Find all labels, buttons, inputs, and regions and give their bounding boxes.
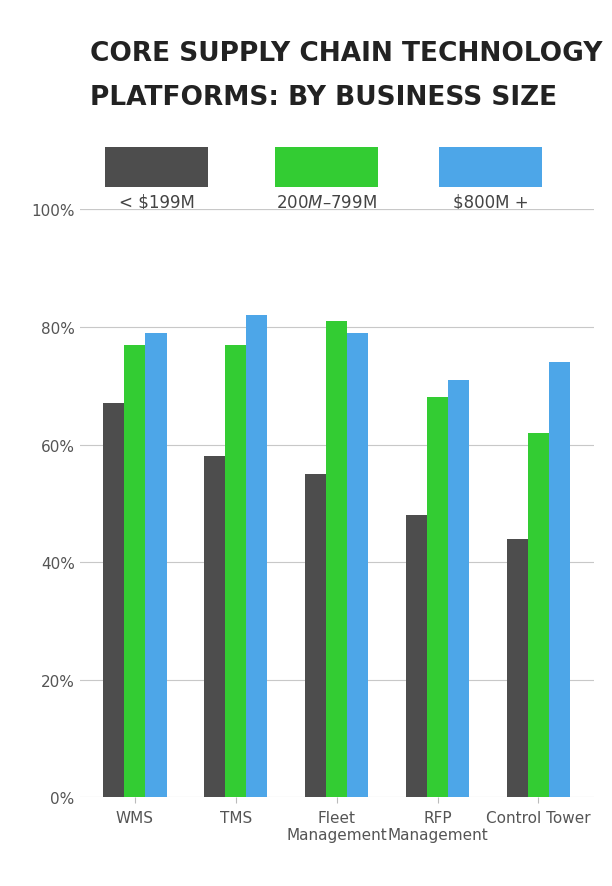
Text: $800M +: $800M + — [453, 193, 529, 212]
Bar — [145, 333, 166, 797]
Bar — [305, 474, 326, 797]
FancyBboxPatch shape — [105, 148, 208, 188]
Bar — [246, 315, 267, 797]
FancyBboxPatch shape — [439, 148, 542, 188]
Bar — [124, 346, 145, 797]
Text: CORE SUPPLY CHAIN TECHNOLOGY: CORE SUPPLY CHAIN TECHNOLOGY — [90, 42, 602, 67]
Bar — [225, 346, 246, 797]
Bar — [204, 457, 225, 797]
Text: < $199M: < $199M — [119, 193, 195, 212]
FancyBboxPatch shape — [275, 148, 378, 188]
Bar — [326, 322, 347, 797]
Bar — [347, 333, 368, 797]
Bar — [528, 433, 549, 797]
Bar — [448, 380, 469, 797]
Text: $200M – $799M: $200M – $799M — [276, 193, 377, 212]
Text: PLATFORMS: BY BUSINESS SIZE: PLATFORMS: BY BUSINESS SIZE — [90, 85, 557, 112]
Bar — [427, 398, 448, 797]
Bar — [406, 516, 427, 797]
Bar — [549, 362, 570, 797]
Bar — [507, 539, 528, 797]
Bar — [103, 404, 124, 797]
